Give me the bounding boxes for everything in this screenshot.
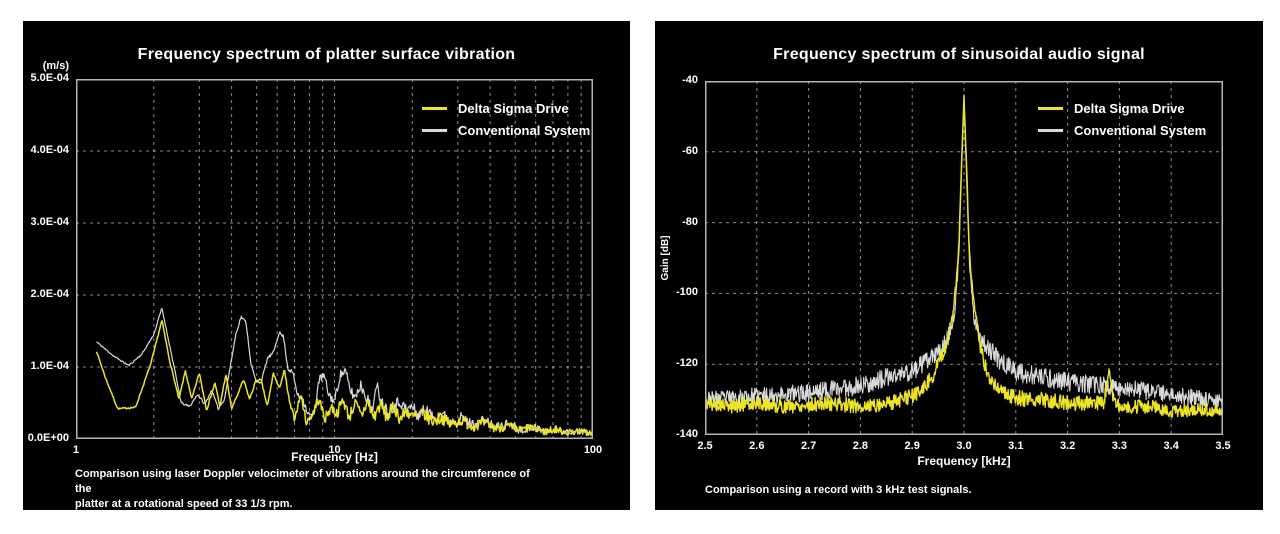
vibration-plot-svg	[76, 79, 593, 439]
legend: Delta Sigma Drive Conventional System	[422, 97, 590, 141]
vibration-spectrum-chart-panel: Frequency spectrum of platter surface vi…	[23, 21, 630, 510]
plot-border	[705, 81, 1223, 435]
y-tick-label: -120	[675, 357, 698, 370]
legend-label: Delta Sigma Drive	[1074, 100, 1185, 116]
x-axis-label: Frequency [kHz]	[917, 454, 1011, 468]
audio-plot-svg	[705, 81, 1223, 435]
audio-spectrum-chart-panel: Frequency spectrum of sinusoidal audio s…	[655, 21, 1263, 510]
y-tick-label: -40	[682, 74, 698, 86]
legend-row-conventional: Conventional System	[422, 119, 590, 141]
x-tick-label: 3.5	[1215, 440, 1231, 452]
x-tick-label: 3.4	[1163, 440, 1179, 452]
y-tick-label: 2.0E-04	[30, 288, 69, 300]
y-axis-label: Gain [dB]	[660, 235, 671, 281]
x-tick-label: 2.7	[800, 440, 817, 452]
y-tick-label: -100	[675, 286, 698, 299]
y-tick-label: 1.0E-04	[30, 360, 69, 372]
x-tick-label: 3.1	[1008, 440, 1024, 452]
x-tick-label: 2.5	[697, 440, 713, 452]
x-tick-label: 100	[583, 444, 603, 456]
legend-label: Conventional System	[1074, 122, 1207, 138]
x-tick-label: 10	[328, 444, 341, 456]
delta-sigma-series-line	[95, 320, 593, 436]
chart-caption: Comparison using laser Doppler velocimet…	[75, 467, 535, 512]
y-tick-label: 0.0E+00	[27, 432, 69, 444]
x-tick-label: 3.3	[1111, 440, 1128, 452]
x-tick-label: 2.6	[749, 440, 765, 452]
caption-line: Comparison using a record with 3 kHz tes…	[705, 484, 972, 496]
delta-sigma-series-line	[705, 94, 1223, 418]
delta-sigma-line-swatch	[1038, 106, 1063, 110]
chart-title: Frequency spectrum of sinusoidal audio s…	[773, 46, 1145, 63]
conventional-series-line	[96, 308, 593, 437]
caption-line: platter at a rotational speed of 33 1/3 …	[75, 498, 293, 510]
x-tick-label: 3.0	[956, 440, 972, 452]
y-tick-label: 3.0E-04	[30, 216, 69, 228]
legend-row-delta-sigma: Delta Sigma Drive	[422, 97, 590, 119]
x-axis-label: Frequency [Hz]	[291, 450, 378, 464]
conventional-line-swatch	[1038, 128, 1063, 132]
y-tick-label: -60	[682, 144, 698, 157]
chart-title: Frequency spectrum of platter surface vi…	[137, 46, 516, 63]
x-tick-label: 3.2	[1059, 440, 1076, 452]
x-tick-label: 2.8	[852, 440, 869, 452]
legend-label: Delta Sigma Drive	[458, 100, 569, 116]
legend: Delta Sigma Drive Conventional System	[1038, 97, 1206, 141]
caption-line: Comparison using laser Doppler velocimet…	[75, 468, 530, 495]
legend-row-delta-sigma: Delta Sigma Drive	[1038, 97, 1206, 119]
plot-border	[76, 79, 593, 439]
chart-caption: Comparison using a record with 3 kHz tes…	[705, 483, 1185, 498]
y-tick-label: -80	[682, 215, 698, 228]
y-tick-label: 4.0E-04	[30, 144, 69, 156]
x-tick-label: 2.9	[904, 440, 920, 452]
y-tick-label: 5.0E-04	[30, 72, 69, 84]
x-tick-label: 1	[72, 444, 80, 456]
audio-plot-area	[705, 81, 1223, 435]
y-axis-unit: (m/s)	[42, 60, 69, 72]
legend-label: Conventional System	[458, 122, 591, 138]
vibration-plot-area	[76, 79, 593, 439]
conventional-line-swatch	[422, 128, 447, 132]
delta-sigma-line-swatch	[422, 106, 447, 110]
y-tick-label: -140	[675, 428, 698, 440]
legend-row-conventional: Conventional System	[1038, 119, 1206, 141]
